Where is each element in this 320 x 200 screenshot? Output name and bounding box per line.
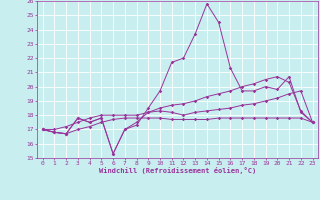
X-axis label: Windchill (Refroidissement éolien,°C): Windchill (Refroidissement éolien,°C): [99, 167, 256, 174]
